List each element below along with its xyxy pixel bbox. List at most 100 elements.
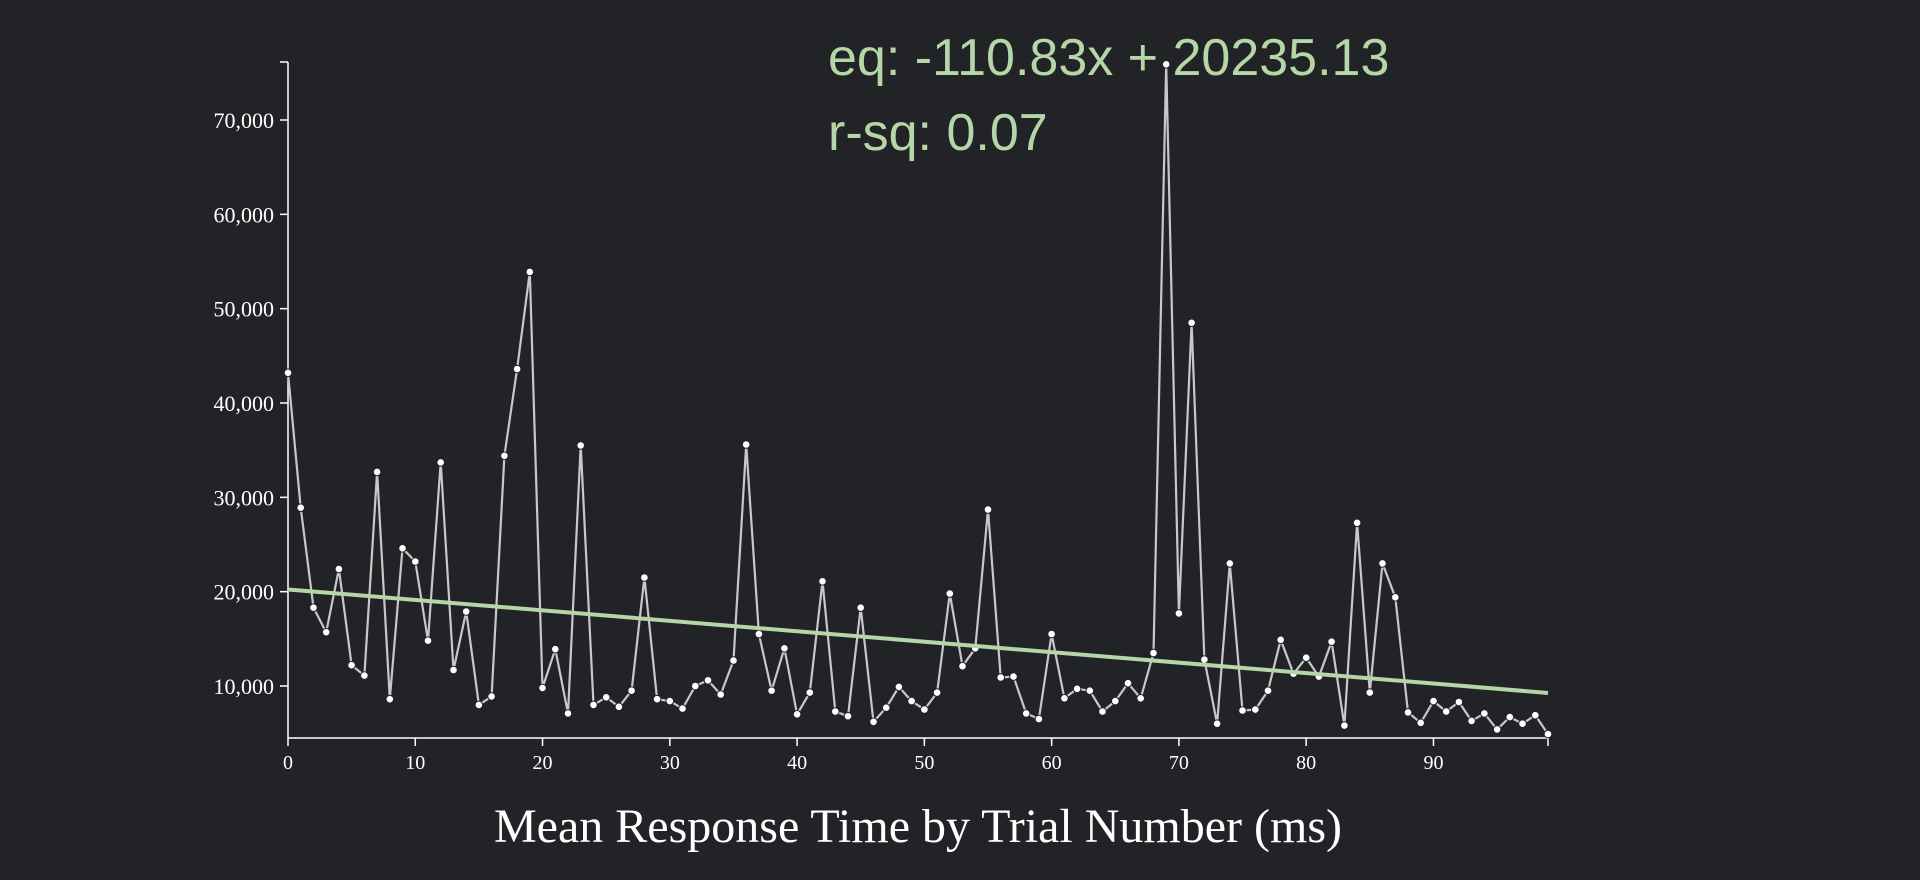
data-point (474, 700, 484, 710)
data-point (1543, 729, 1553, 739)
data-point (1327, 637, 1336, 647)
data-point (1263, 686, 1273, 696)
data-point (334, 564, 344, 574)
data-point (1060, 694, 1069, 703)
data-point (1034, 714, 1044, 724)
data-point (1454, 697, 1464, 707)
data-point (1111, 696, 1120, 706)
y-tick-label: 50,000 (214, 297, 275, 322)
data-point (754, 629, 764, 639)
data-point (958, 661, 967, 671)
data-point (1225, 559, 1235, 568)
data-point (614, 702, 624, 712)
y-tick-label: 60,000 (214, 202, 275, 227)
data-point (1416, 718, 1425, 728)
data-point (983, 505, 993, 514)
data-point (436, 458, 446, 467)
data-point (1301, 653, 1311, 663)
data-point (665, 696, 675, 706)
data-point (1467, 716, 1476, 726)
data-point (538, 683, 547, 693)
data-point (843, 711, 853, 721)
data-point (423, 636, 433, 646)
data-point (449, 665, 458, 675)
data-point (1429, 696, 1438, 706)
data-point (741, 440, 751, 449)
data-point (1238, 706, 1247, 715)
data-point (1072, 684, 1082, 694)
data-point (1403, 708, 1413, 717)
data-point (932, 688, 942, 697)
data-point (309, 603, 318, 613)
data-point (920, 705, 929, 714)
data-point (780, 644, 789, 653)
data-point (563, 709, 573, 718)
data-point (703, 676, 713, 685)
regression-line (287, 587, 1549, 695)
data-point (831, 707, 840, 716)
x-tick-label: 90 (1423, 752, 1443, 774)
y-tick-label: 30,000 (214, 485, 275, 510)
data-point (551, 644, 560, 654)
data-point (792, 710, 802, 719)
data-point (1174, 609, 1184, 618)
data-point (1492, 725, 1502, 734)
points-layer (283, 60, 1553, 739)
data-point (1251, 705, 1260, 714)
x-tick-label: 30 (660, 752, 680, 774)
data-point (881, 703, 891, 713)
data-point (601, 693, 611, 702)
data-point (678, 704, 687, 713)
regression-layer (287, 587, 1549, 695)
data-point (1505, 712, 1515, 722)
data-point (1136, 694, 1145, 703)
data-point (398, 544, 407, 553)
data-point (525, 267, 535, 277)
data-point (1009, 672, 1018, 681)
data-point (1212, 719, 1222, 729)
data-point (1391, 593, 1400, 602)
data-point (347, 660, 356, 670)
data-point (767, 686, 776, 696)
data-point (1149, 648, 1158, 658)
x-tick-label: 20 (533, 752, 553, 774)
data-point (1480, 709, 1489, 718)
data-point (729, 656, 738, 665)
data-point (818, 577, 827, 586)
data-point (589, 700, 598, 710)
x-tick-label: 80 (1296, 752, 1316, 774)
data-point (1518, 719, 1527, 729)
data-point (894, 682, 904, 692)
data-point (512, 364, 522, 374)
data-point (296, 503, 306, 513)
series-line (286, 63, 1549, 735)
data-point (1098, 707, 1107, 716)
data-point (1378, 559, 1387, 568)
regression-equation: eq: -110.83x + 20235.13 (828, 29, 1389, 87)
data-point (411, 557, 420, 566)
data-point (996, 673, 1006, 682)
regression-rsq: r-sq: 0.07 (828, 104, 1048, 162)
data-point (1441, 707, 1451, 716)
y-tick-label: 10,000 (214, 674, 275, 699)
data-point (487, 692, 496, 701)
axes-group: 10,000 20,000 30,000 40,000 50,000 60,000 70,0… (214, 61, 1549, 774)
data-point (1340, 721, 1349, 730)
data-point (945, 589, 955, 598)
data-point (283, 368, 293, 378)
data-point (500, 451, 509, 461)
data-point (805, 688, 815, 697)
x-tick-label: 50 (914, 752, 934, 774)
y-tick-label: 40,000 (214, 391, 275, 416)
y-tick-label: 20,000 (214, 580, 275, 605)
data-point (360, 671, 369, 680)
data-point (1085, 686, 1095, 696)
data-point (869, 717, 878, 727)
data-point (1352, 518, 1362, 528)
x-tick-label: 0 (283, 752, 293, 774)
series-layer (286, 63, 1549, 735)
data-point (1123, 678, 1133, 688)
data-point (716, 690, 726, 699)
